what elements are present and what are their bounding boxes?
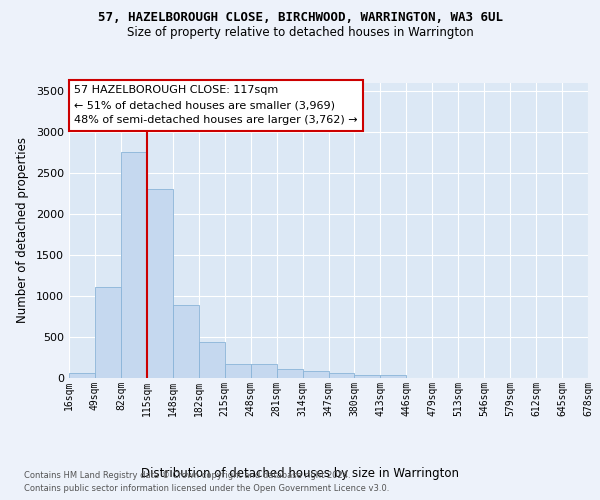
Text: Distribution of detached houses by size in Warrington: Distribution of detached houses by size … bbox=[141, 468, 459, 480]
Text: Size of property relative to detached houses in Warrington: Size of property relative to detached ho… bbox=[127, 26, 473, 39]
Bar bbox=[121, 152, 147, 378]
Bar bbox=[251, 364, 277, 378]
Bar bbox=[355, 375, 380, 378]
Bar bbox=[95, 288, 121, 378]
Bar bbox=[225, 364, 251, 378]
Text: 57, HAZELBOROUGH CLOSE, BIRCHWOOD, WARRINGTON, WA3 6UL: 57, HAZELBOROUGH CLOSE, BIRCHWOOD, WARRI… bbox=[97, 11, 503, 24]
Text: Contains public sector information licensed under the Open Government Licence v3: Contains public sector information licen… bbox=[24, 484, 389, 493]
Bar bbox=[147, 189, 173, 378]
Text: 57 HAZELBOROUGH CLOSE: 117sqm
← 51% of detached houses are smaller (3,969)
48% o: 57 HAZELBOROUGH CLOSE: 117sqm ← 51% of d… bbox=[74, 86, 358, 125]
Bar bbox=[69, 374, 95, 378]
Bar bbox=[199, 342, 224, 378]
Bar bbox=[329, 374, 355, 378]
Bar bbox=[277, 370, 302, 378]
Bar bbox=[173, 306, 199, 378]
Text: Contains HM Land Registry data © Crown copyright and database right 2024.: Contains HM Land Registry data © Crown c… bbox=[24, 471, 350, 480]
Y-axis label: Number of detached properties: Number of detached properties bbox=[16, 137, 29, 323]
Bar bbox=[302, 371, 329, 378]
Bar bbox=[380, 375, 406, 378]
